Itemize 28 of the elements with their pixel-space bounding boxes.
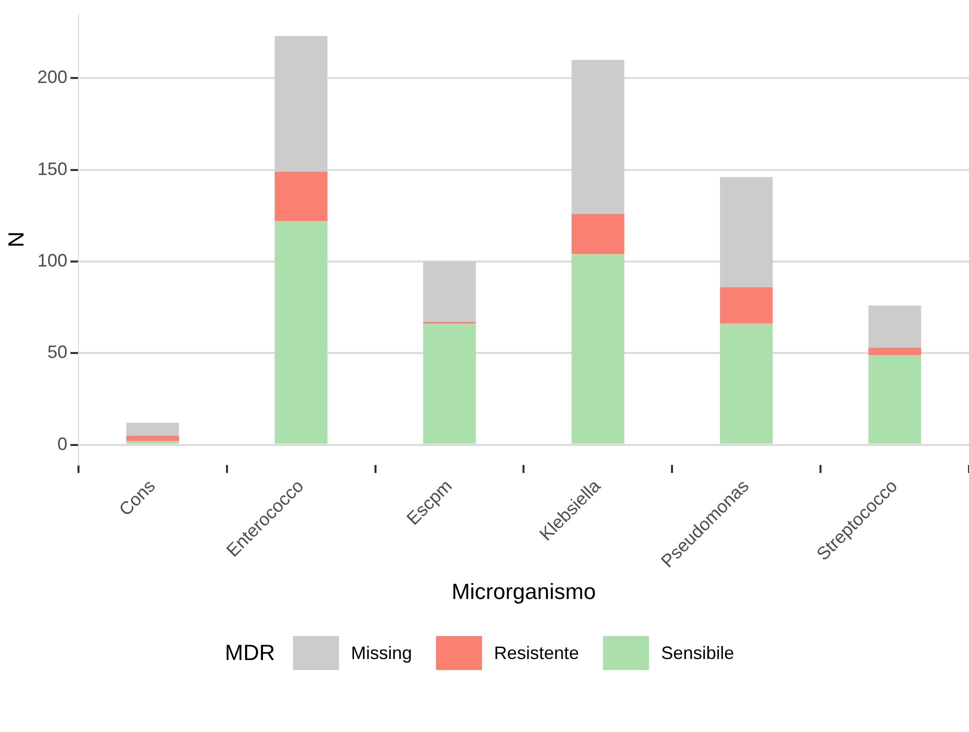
y-tick-label: 50 — [47, 342, 68, 362]
y-tick-label: 0 — [57, 434, 68, 454]
bar — [423, 261, 476, 322]
bar — [720, 287, 773, 324]
y-axis-title: N — [3, 232, 28, 248]
bar — [868, 354, 922, 444]
bar — [274, 36, 328, 172]
bar — [572, 254, 624, 444]
bar — [720, 324, 773, 444]
bar — [720, 177, 773, 288]
bar — [572, 60, 624, 214]
bar — [126, 441, 179, 444]
bar — [126, 436, 179, 442]
bar — [274, 172, 328, 222]
bar — [126, 422, 179, 436]
bar — [868, 305, 922, 348]
legend-label: Missing — [351, 642, 412, 664]
bar — [868, 348, 922, 355]
legend-title: MDR — [224, 640, 275, 666]
bar — [423, 324, 476, 444]
x-axis-title: Microrganismo — [452, 578, 596, 604]
y-tick-label: 150 — [37, 158, 68, 179]
legend-label: Sensibile — [661, 642, 734, 664]
bar — [274, 221, 328, 444]
bar — [572, 214, 624, 254]
y-tick-label: 100 — [37, 250, 68, 270]
legend-label: Resistente — [494, 642, 580, 664]
y-tick-label: 200 — [37, 67, 68, 88]
